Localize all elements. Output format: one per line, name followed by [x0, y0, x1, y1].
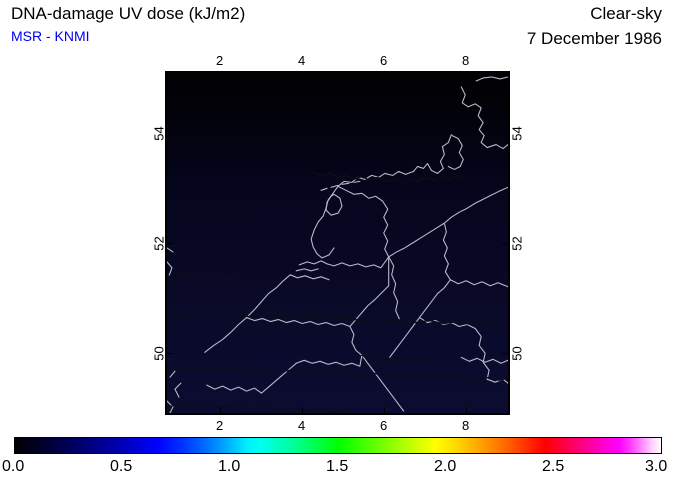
colorbar-label-6: 3.0	[645, 458, 668, 475]
tick-top-3	[384, 72, 385, 79]
axis-label-top-4: 8	[462, 53, 470, 68]
tick-bottom-4	[466, 407, 467, 414]
axis-label-bottom-2: 4	[298, 418, 306, 433]
colorbar-label-1: 0.5	[110, 458, 133, 475]
axis-label-right-1: 54	[509, 126, 525, 141]
axis-label-top-3: 6	[380, 53, 388, 68]
axis-label-right-2: 52	[509, 236, 525, 251]
data-source-label: MSR - KNMI	[11, 28, 90, 44]
tick-bottom-1	[220, 407, 221, 414]
tick-right-1	[502, 133, 509, 134]
tick-top-4	[466, 72, 467, 79]
axis-label-top-1: 2	[216, 53, 224, 68]
map-plot	[165, 71, 510, 415]
colorbar-label-4: 2.0	[434, 458, 457, 475]
sky-condition-label: Clear-sky	[590, 4, 662, 23]
colorbar-label-5: 2.5	[542, 458, 565, 475]
tick-left-1	[166, 133, 173, 134]
axis-label-left-1: 54	[151, 126, 167, 141]
axis-label-bottom-3: 6	[380, 418, 388, 433]
colorbar-label-0: 0.0	[2, 458, 25, 475]
date-label: 7 December 1986	[526, 29, 662, 48]
colorbar	[14, 437, 662, 454]
tick-left-2	[166, 243, 173, 244]
axis-label-top-2: 4	[298, 53, 306, 68]
tick-bottom-3	[384, 407, 385, 414]
colorbar-label-3: 1.5	[326, 458, 349, 475]
page-title: DNA-damage UV dose (kJ/m2)	[11, 4, 246, 23]
axis-label-bottom-1: 2	[216, 418, 224, 433]
tick-left-3	[166, 353, 173, 354]
map-vector-overlay	[167, 73, 508, 413]
tick-right-3	[502, 353, 509, 354]
axis-label-bottom-4: 8	[462, 418, 470, 433]
colorbar-label-2: 1.0	[218, 458, 241, 475]
uv-dose-raster	[167, 73, 508, 413]
axis-label-right-3: 50	[509, 346, 525, 361]
tick-right-2	[502, 243, 509, 244]
map-frame	[165, 71, 510, 415]
tick-bottom-2	[302, 407, 303, 414]
axis-label-left-2: 52	[151, 236, 167, 251]
tick-top-2	[302, 72, 303, 79]
coastline-and-border-paths	[167, 76, 508, 413]
colorbar-gradient	[14, 437, 662, 454]
tick-top-1	[220, 72, 221, 79]
axis-label-left-3: 50	[151, 346, 167, 361]
